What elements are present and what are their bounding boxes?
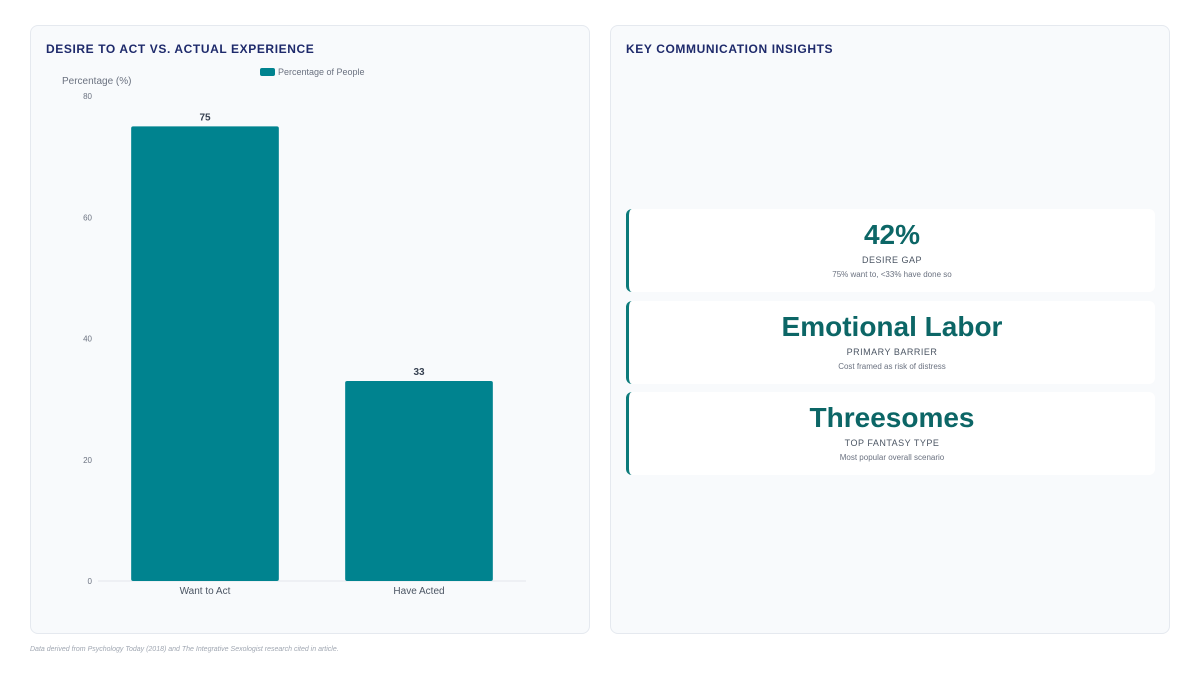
insight-value: Threesomes xyxy=(809,402,975,433)
y-tick-label: 20 xyxy=(83,456,92,465)
y-tick-label: 40 xyxy=(83,335,92,344)
insight-card-primary-barrier: Emotional Labor PRIMARY BARRIER Cost fra… xyxy=(626,301,1155,384)
bar-value-label: 33 xyxy=(413,367,425,378)
y-axis-label: Percentage (%) xyxy=(62,76,131,87)
x-tick-label: Want to Act xyxy=(180,586,231,597)
legend-swatch xyxy=(260,68,275,76)
legend-label: Percentage of People xyxy=(278,67,365,77)
insight-value: 42% xyxy=(863,219,921,250)
insight-label: DESIRE GAP xyxy=(861,255,922,265)
insights-title: KEY COMMUNICATION INSIGHTS xyxy=(626,42,834,56)
bar-chart: Percentage of People Percentage (%) 0 20 40 6… xyxy=(62,67,526,597)
insight-label: TOP FANTASY TYPE xyxy=(844,438,940,448)
footnote: Data derived from Psychology Today (2018… xyxy=(30,646,339,653)
insight-card-desire-gap: 42% DESIRE GAP 75% want to, <33% have do… xyxy=(626,209,1155,292)
insight-label: PRIMARY BARRIER xyxy=(846,347,938,357)
insight-description: 75% want to, <33% have done so xyxy=(832,270,952,279)
insights-panel: KEY COMMUNICATION INSIGHTS 42% DESIRE GA… xyxy=(610,25,1170,634)
y-tick-label: 80 xyxy=(83,92,92,101)
insight-value: Emotional Labor xyxy=(781,311,1003,342)
insight-description: Cost framed as risk of distress xyxy=(838,362,946,371)
insight-description: Most popular overall scenario xyxy=(839,453,945,462)
bar-have-acted xyxy=(345,380,493,581)
bar-value-label: 75 xyxy=(199,112,211,123)
bar-want-to-act xyxy=(131,126,279,581)
x-tick-label: Have Acted xyxy=(393,586,444,597)
chart-panel: DESIRE TO ACT VS. ACTUAL EXPERIENCE Perc… xyxy=(30,25,590,634)
chart-title: DESIRE TO ACT VS. ACTUAL EXPERIENCE xyxy=(46,42,315,56)
y-tick-label: 0 xyxy=(88,577,93,586)
y-tick-label: 60 xyxy=(83,213,92,222)
insight-card-top-fantasy: Threesomes TOP FANTASY TYPE Most popular… xyxy=(626,392,1155,475)
